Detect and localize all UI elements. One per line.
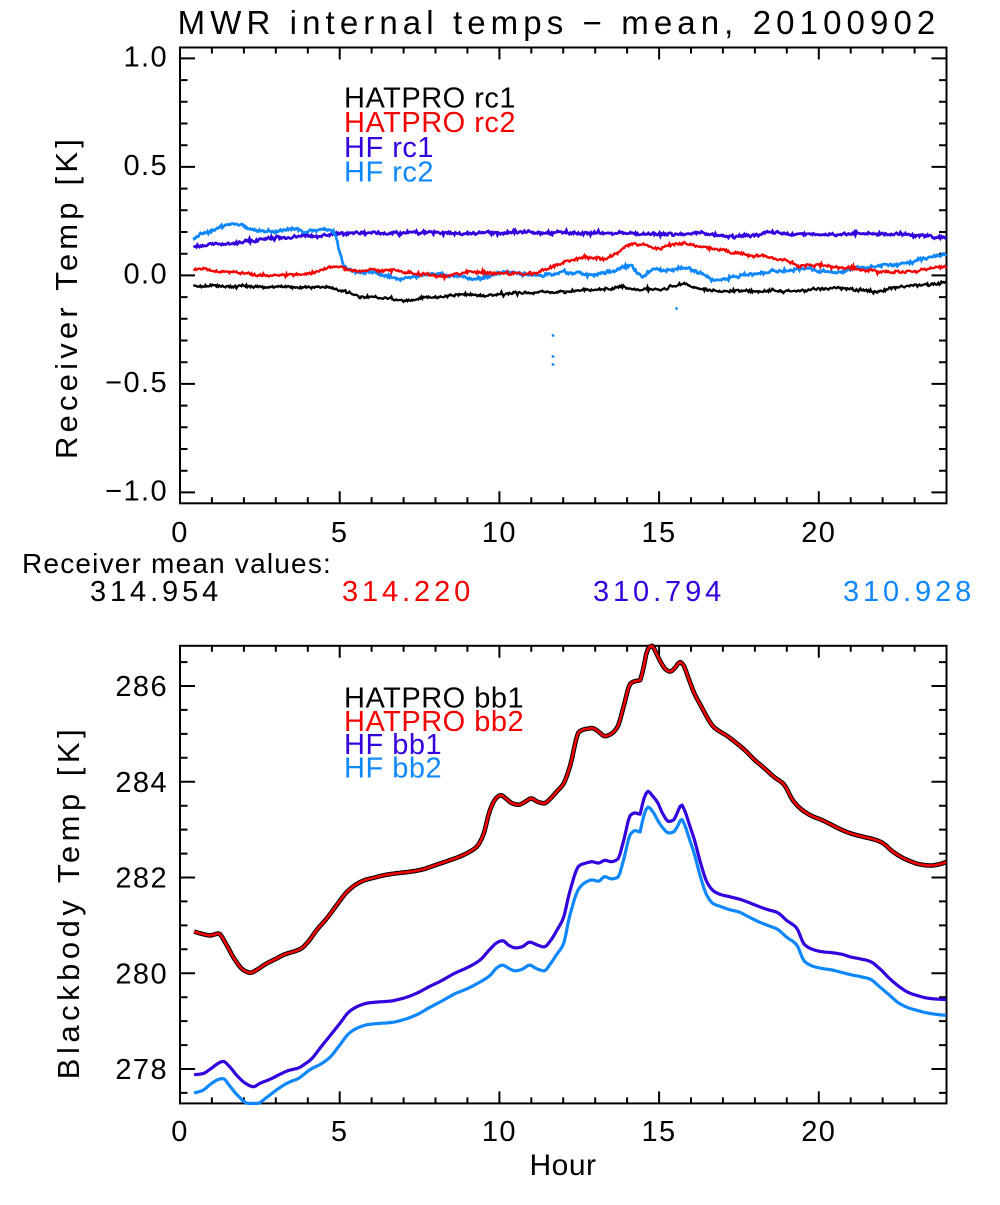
svg-text:Receiver Temp [K]: Receiver Temp [K] <box>49 135 84 459</box>
svg-text:5: 5 <box>331 1116 349 1148</box>
svg-text:15: 15 <box>642 517 677 549</box>
svg-text:310.928: 310.928 <box>843 576 975 608</box>
svg-text:0: 0 <box>171 1116 189 1148</box>
svg-text:286: 286 <box>115 671 168 703</box>
svg-text:310.794: 310.794 <box>593 576 725 608</box>
svg-text:20: 20 <box>801 517 836 549</box>
svg-text:HF rc2: HF rc2 <box>344 157 434 189</box>
svg-text:HATPRO rc2: HATPRO rc2 <box>344 107 516 139</box>
svg-text:HATPRO bb2: HATPRO bb2 <box>344 706 524 738</box>
svg-text:−0.5: −0.5 <box>105 367 168 399</box>
svg-text:10: 10 <box>482 517 517 549</box>
svg-text:Hour: Hour <box>529 1149 596 1182</box>
svg-text:278: 278 <box>115 1054 168 1086</box>
svg-text:0.0: 0.0 <box>123 258 168 290</box>
svg-text:5: 5 <box>331 517 349 549</box>
svg-text:HF bb2: HF bb2 <box>344 752 442 784</box>
svg-text:1.0: 1.0 <box>123 41 168 73</box>
svg-text:−1.0: −1.0 <box>105 475 168 507</box>
svg-text:0.5: 0.5 <box>123 150 168 182</box>
svg-text:284: 284 <box>115 767 168 799</box>
svg-text:10: 10 <box>482 1116 517 1148</box>
svg-text:280: 280 <box>115 958 168 990</box>
svg-text:314.220: 314.220 <box>342 576 474 608</box>
svg-text:MWR internal temps − mean, 201: MWR internal temps − mean, 20100902 <box>178 4 941 41</box>
svg-text:HATPRO bb1: HATPRO bb1 <box>344 683 524 715</box>
svg-text:0: 0 <box>171 517 189 549</box>
svg-text:HATPRO rc1: HATPRO rc1 <box>344 83 516 115</box>
svg-text:Blackbody Temp [K]: Blackbody Temp [K] <box>51 725 86 1079</box>
svg-text:HF rc1: HF rc1 <box>344 132 434 164</box>
svg-text:20: 20 <box>801 1116 836 1148</box>
svg-text:282: 282 <box>115 863 168 895</box>
svg-text:Receiver mean values:: Receiver mean values: <box>22 548 332 579</box>
svg-text:314.954: 314.954 <box>90 576 222 608</box>
svg-text:15: 15 <box>642 1116 677 1148</box>
svg-text:HF bb1: HF bb1 <box>344 729 442 761</box>
